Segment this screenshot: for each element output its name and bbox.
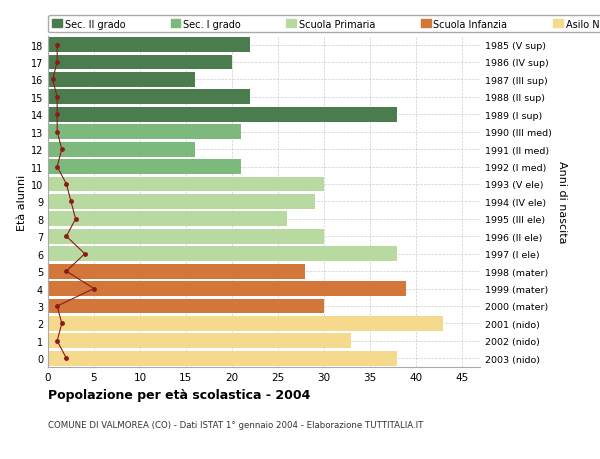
Bar <box>48 142 195 157</box>
Text: COMUNE DI VALMOREA (CO) - Dati ISTAT 1° gennaio 2004 - Elaborazione TUTTITALIA.I: COMUNE DI VALMOREA (CO) - Dati ISTAT 1° … <box>48 420 424 429</box>
Bar <box>48 281 406 297</box>
Bar <box>48 38 250 53</box>
Bar <box>48 107 397 123</box>
Bar <box>48 73 195 88</box>
Bar <box>48 195 314 209</box>
Bar <box>48 160 241 174</box>
Bar <box>48 230 324 244</box>
Legend: Sec. II grado, Sec. I grado, Scuola Primaria, Scuola Infanzia, Asilo Nido, Stran: Sec. II grado, Sec. I grado, Scuola Prim… <box>48 16 600 34</box>
Bar <box>48 177 324 192</box>
Bar <box>48 212 287 227</box>
Text: Popolazione per età scolastica - 2004: Popolazione per età scolastica - 2004 <box>48 388 310 401</box>
Bar <box>48 56 232 70</box>
Bar <box>48 299 324 313</box>
Y-axis label: Età alunni: Età alunni <box>17 174 26 230</box>
Bar <box>48 247 397 262</box>
Bar <box>48 264 305 279</box>
Bar <box>48 351 397 366</box>
Y-axis label: Anni di nascita: Anni di nascita <box>557 161 567 243</box>
Bar <box>48 334 352 348</box>
Bar <box>48 90 250 105</box>
Bar <box>48 316 443 331</box>
Bar <box>48 125 241 140</box>
